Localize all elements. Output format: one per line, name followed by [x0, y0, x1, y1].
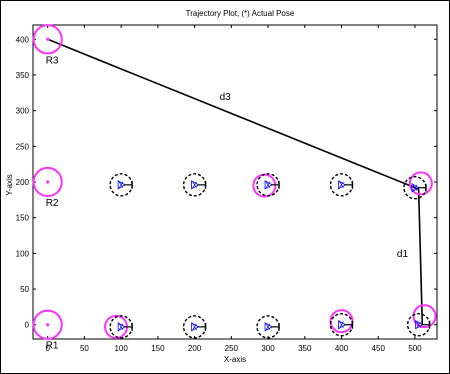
heading-triangle	[338, 180, 347, 190]
heading-triangle	[411, 183, 420, 193]
y-tick-label: 250	[16, 142, 30, 151]
heading-triangle	[191, 180, 200, 190]
x-tick-label: 400	[335, 344, 349, 353]
beacon-label: R2	[46, 198, 59, 209]
y-axis-label: Y-axis	[5, 174, 14, 196]
y-tick-label: 400	[16, 35, 30, 44]
y-tick-label: 200	[16, 178, 30, 187]
x-tick-label: 350	[298, 344, 312, 353]
pose-estimate-circle	[412, 304, 437, 329]
pose-star	[339, 181, 344, 189]
pose-star	[265, 181, 271, 189]
heading-triangle	[264, 322, 273, 332]
y-tick-label: 350	[16, 71, 30, 80]
plot-area	[32, 24, 438, 340]
heading-triangle	[191, 322, 200, 332]
beacon-circle	[32, 24, 63, 55]
beacon-center	[46, 180, 50, 184]
beacon-circle	[32, 309, 63, 340]
pose-star	[339, 321, 344, 328]
chart-title: Trajectory Plot, (*) Actual Pose	[186, 9, 295, 18]
heading-triangle	[415, 320, 424, 330]
beacon-label: R3	[46, 55, 59, 66]
x-axis-label: X-axis	[224, 355, 246, 364]
chart-marks	[32, 24, 437, 340]
pose-star	[118, 181, 124, 189]
pose-star	[192, 323, 197, 331]
x-tick-label: 250	[225, 344, 239, 353]
y-tick-label: 150	[16, 214, 30, 223]
y-tick-label: 100	[16, 249, 30, 258]
x-tick-label: 100	[114, 344, 128, 353]
x-tick-label: 500	[408, 344, 422, 353]
distance-label: d3	[220, 92, 232, 103]
pose-star	[412, 184, 418, 191]
pose-star	[118, 323, 124, 331]
x-tick-label: 300	[261, 344, 275, 353]
distance-lines	[47, 38, 424, 325]
x-tick-label: 200	[188, 344, 202, 353]
chart-labels: d3 d1 R1 R2 R3	[46, 55, 409, 351]
y-tick-label: 0	[25, 321, 30, 330]
heading-triangle	[117, 180, 126, 190]
pose-estimate-circle	[408, 171, 433, 196]
x-tick-label: 0	[45, 344, 50, 353]
distance-line-d1	[417, 189, 424, 325]
x-tick-label: 150	[151, 344, 165, 353]
beacon-label: R1	[46, 341, 59, 352]
heading-triangle	[338, 320, 347, 330]
heading-triangle	[117, 322, 126, 332]
beacon-center	[46, 323, 50, 327]
x-tick-label: 450	[372, 344, 386, 353]
beacon-circle	[32, 166, 63, 198]
distance-line-d3	[47, 38, 419, 190]
axis-ticks: 0 50 100 150 200 250 300 350 400 450 500 0 50 100 150 2…	[16, 25, 437, 353]
x-tick-label: 50	[80, 344, 89, 353]
beacon-center	[46, 37, 50, 41]
y-tick-label: 300	[16, 107, 30, 116]
heading-triangle	[264, 180, 273, 190]
y-tick-label: 50	[20, 285, 29, 294]
pose-star	[192, 181, 197, 189]
pose-star	[416, 321, 421, 328]
distance-label: d1	[397, 249, 409, 260]
pose-star	[265, 323, 271, 331]
